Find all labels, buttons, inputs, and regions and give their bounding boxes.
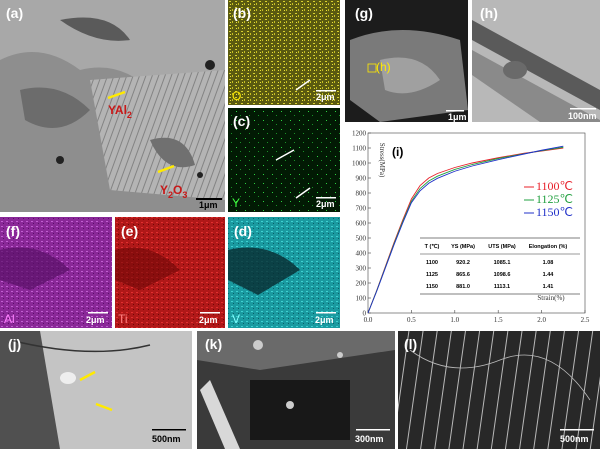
panel-c: (c) Y 2μm <box>228 108 340 212</box>
panel-label: (g) <box>355 5 373 21</box>
phase-sub: 2 <box>127 110 132 120</box>
panel-j: (j) 500nm <box>0 331 192 449</box>
legend-label: 1125℃ <box>536 192 573 206</box>
x-tick-label: 1.5 <box>494 316 503 324</box>
panel-g: (g) (h) 1μm <box>345 0 468 122</box>
phase-text: YAl <box>108 103 127 117</box>
table-cell: 920.2 <box>456 260 470 266</box>
element-label: Al <box>4 312 15 326</box>
panel-h: (h) 100nm <box>472 0 600 122</box>
scale-bar-label: 2μm <box>86 315 105 325</box>
panel-label: (d) <box>234 223 252 239</box>
phase-text: O <box>173 183 182 197</box>
scale-bar-label: 2μm <box>316 199 335 209</box>
panel-label: (c) <box>233 113 250 129</box>
table-cell: 881.0 <box>456 284 470 290</box>
y-tick-label: 1000 <box>352 160 367 168</box>
table-header: Elongation (%) <box>529 244 568 250</box>
phase-label: Y2O3 <box>160 183 187 200</box>
table-cell: 1125 <box>426 272 438 278</box>
table-header: UTS (MPa) <box>488 244 516 250</box>
scale-bar-label: 2μm <box>199 315 218 325</box>
panel-k: (k) 300nm <box>197 331 395 449</box>
panel-label: (i) <box>392 145 403 159</box>
y-tick-label: 300 <box>356 265 367 273</box>
panel-d: (d) V 2μm <box>228 217 340 328</box>
scale-bar-label: 1μm <box>448 112 467 122</box>
y-tick-label: 200 <box>356 280 367 288</box>
panel-label: (f) <box>6 223 20 239</box>
table-cell: 865.6 <box>456 272 470 278</box>
element-label: O <box>232 89 241 103</box>
table-header: T (℃) <box>425 243 440 250</box>
y-tick-label: 1200 <box>352 130 367 138</box>
y-tick-label: 0 <box>363 310 367 318</box>
panel-label: (k) <box>205 336 222 352</box>
y-tick-label: 600 <box>356 220 367 228</box>
x-tick-label: 1.0 <box>450 316 459 324</box>
y-tick-label: 1100 <box>352 145 366 153</box>
panel-l: (l) 500nm <box>398 331 600 449</box>
x-axis-label: Strain(%) <box>537 294 565 302</box>
panel-f: (f) Al 2μm <box>0 217 112 328</box>
table-cell: 1.44 <box>543 272 555 278</box>
legend-label: 1150℃ <box>536 205 573 219</box>
scale-bar-label: 2μm <box>316 92 335 102</box>
table-header: YS (MPa) <box>451 244 475 250</box>
panel-label: (h) <box>480 5 498 21</box>
legend-label: 1100℃ <box>536 179 573 193</box>
x-tick-label: 0.5 <box>407 316 416 324</box>
y-tick-label: 800 <box>356 190 367 198</box>
panel-label: (e) <box>121 223 138 239</box>
table-cell: 1085.1 <box>494 260 511 266</box>
panel-a: (a) YAl2 Y2O3 1μm <box>0 0 225 212</box>
element-label: Y <box>232 196 240 210</box>
table-cell: 1100 <box>426 260 438 266</box>
series-line <box>367 145 564 314</box>
y-tick-label: 100 <box>356 295 367 303</box>
element-label: V <box>232 312 240 326</box>
table-cell: 1150 <box>426 284 438 290</box>
panel-label: (l) <box>404 336 417 352</box>
scale-bar-label: 500nm <box>152 434 181 444</box>
y-tick-label: 500 <box>356 235 367 243</box>
scale-bar-label: 2μm <box>315 315 334 325</box>
y-axis-label: Stress(MPa) <box>378 143 386 178</box>
x-tick-label: 2.0 <box>537 316 546 324</box>
phase-sub: 3 <box>182 190 187 200</box>
phase-text: Y <box>160 183 168 197</box>
panel-b: (b) O 2μm <box>228 0 340 105</box>
y-tick-label: 700 <box>356 205 367 213</box>
element-label: Ti <box>118 312 128 326</box>
panel-label: (j) <box>8 336 21 352</box>
phase-label: YAl2 <box>108 103 132 120</box>
panel-e: (e) Ti 2μm <box>115 217 225 328</box>
phase-sub: 2 <box>168 190 173 200</box>
inset-label: (h) <box>376 60 391 74</box>
panel-i: (i) Strain(%) Stress(MPa) 0 100 200 300 400 5… <box>352 130 590 325</box>
x-tick-label: 2.5 <box>581 316 590 324</box>
y-tick-label: 900 <box>356 175 367 183</box>
y-tick-label: 400 <box>356 250 367 258</box>
scale-bar-label: 100nm <box>568 111 597 121</box>
table-cell: 1113.1 <box>494 284 510 290</box>
panel-label: (a) <box>6 5 23 21</box>
scale-bar-label: 500nm <box>560 434 589 444</box>
scale-bar-label: 300nm <box>355 434 384 444</box>
x-tick-label: 0.0 <box>364 316 373 324</box>
table-cell: 1.41 <box>543 284 554 290</box>
scale-bar-label: 1μm <box>199 200 218 210</box>
table-cell: 1.08 <box>543 260 554 266</box>
panel-label: (b) <box>233 5 251 21</box>
table-cell: 1098.6 <box>494 272 511 278</box>
